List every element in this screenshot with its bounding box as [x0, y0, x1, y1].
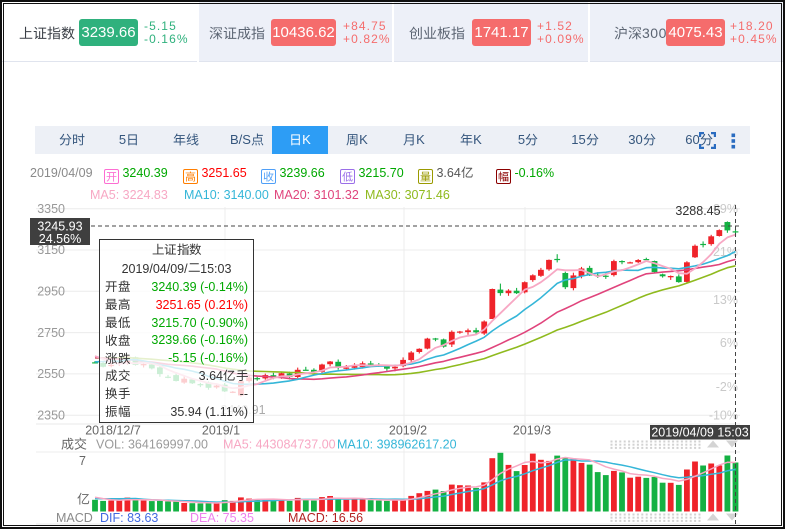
- svg-text:7: 7: [79, 454, 86, 468]
- svg-text:2019/04/09 15:03: 2019/04/09 15:03: [651, 426, 748, 440]
- svg-text:2950: 2950: [37, 285, 65, 299]
- svg-text:-2%: -2%: [716, 380, 738, 394]
- svg-text:2019/3: 2019/3: [513, 424, 551, 438]
- svg-text:29%: 29%: [713, 202, 738, 216]
- svg-text:2550: 2550: [37, 367, 65, 381]
- svg-text:MACD: MACD: [56, 511, 93, 525]
- svg-text:VOL: 364169997.00: VOL: 364169997.00: [96, 438, 208, 452]
- svg-text:21%: 21%: [713, 245, 738, 259]
- svg-text:2350: 2350: [37, 408, 65, 422]
- svg-text:3150: 3150: [37, 243, 65, 257]
- svg-text:-10%: -10%: [709, 409, 738, 423]
- svg-text:6%: 6%: [720, 336, 738, 350]
- svg-text:DIF: 83.63: DIF: 83.63: [100, 511, 158, 525]
- svg-text:MA5: 443084737.00: MA5: 443084737.00: [223, 438, 336, 452]
- svg-text:MA10: 398962617.20: MA10: 398962617.20: [337, 438, 457, 452]
- svg-text:2750: 2750: [37, 326, 65, 340]
- svg-text:2018/12/7: 2018/12/7: [85, 424, 141, 438]
- svg-text:3350: 3350: [37, 202, 65, 216]
- svg-text:3288.45: 3288.45: [675, 204, 720, 218]
- svg-text:13%: 13%: [713, 293, 738, 307]
- svg-text:MACD: 16.56: MACD: 16.56: [288, 511, 363, 525]
- svg-text:3245.93: 3245.93: [37, 220, 82, 234]
- svg-text:2019/2: 2019/2: [389, 424, 427, 438]
- svg-text:24.56%: 24.56%: [39, 232, 81, 246]
- svg-text:DEA: 75.35: DEA: 75.35: [190, 511, 254, 525]
- svg-text:2019/1: 2019/1: [202, 424, 240, 438]
